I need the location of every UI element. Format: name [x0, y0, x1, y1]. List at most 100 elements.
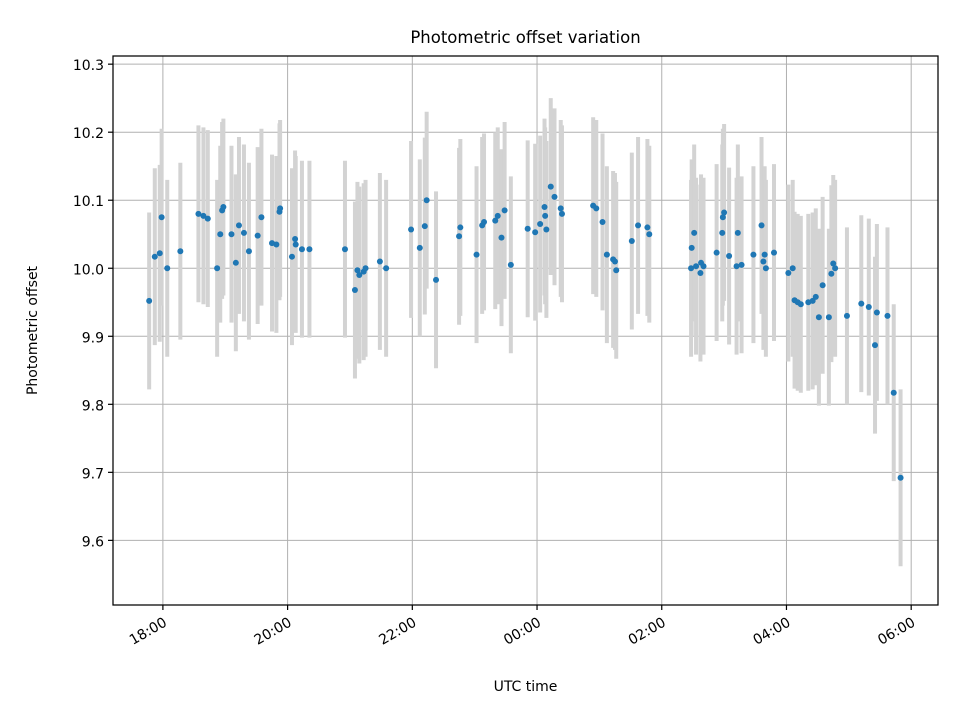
- data-point: [306, 246, 313, 253]
- data-point: [593, 205, 600, 212]
- data-point: [473, 251, 480, 258]
- data-point: [214, 265, 221, 272]
- data-point: [507, 261, 514, 268]
- data-point: [721, 209, 728, 216]
- y-tick-label: 10.3: [73, 58, 104, 74]
- data-point: [557, 205, 564, 212]
- data-point: [760, 258, 767, 265]
- data-point: [719, 229, 726, 236]
- data-point: [897, 474, 904, 481]
- data-point: [158, 214, 165, 221]
- data-point: [245, 248, 252, 255]
- data-point: [288, 253, 295, 260]
- data-point: [151, 253, 158, 260]
- data-point: [498, 234, 505, 241]
- data-point: [195, 210, 202, 217]
- data-point: [819, 282, 826, 289]
- data-point: [551, 193, 558, 200]
- data-point: [421, 223, 428, 230]
- data-point: [351, 287, 358, 294]
- plot-area-frame: [112, 55, 939, 606]
- data-point: [613, 267, 620, 274]
- data-point: [277, 205, 284, 212]
- data-point: [177, 248, 184, 255]
- data-point: [830, 260, 837, 267]
- data-point: [217, 231, 224, 238]
- data-point: [354, 267, 361, 274]
- data-point: [825, 314, 832, 321]
- y-tick-label: 9.8: [82, 398, 104, 414]
- data-point: [362, 265, 369, 272]
- y-tick-label: 9.9: [82, 330, 104, 346]
- data-point: [812, 293, 819, 300]
- data-point: [423, 197, 430, 204]
- data-point: [541, 204, 548, 211]
- data-point: [433, 276, 440, 283]
- data-point: [156, 250, 163, 257]
- data-point: [789, 265, 796, 272]
- data-point: [146, 297, 153, 304]
- data-point: [220, 204, 227, 211]
- data-point: [228, 231, 235, 238]
- data-point: [646, 231, 653, 238]
- data-point: [693, 263, 700, 270]
- data-point: [691, 229, 698, 236]
- data-point: [383, 265, 390, 272]
- data-point: [733, 263, 740, 270]
- data-point: [762, 265, 769, 272]
- y-tick-label: 10.1: [73, 194, 104, 210]
- data-point: [611, 258, 618, 265]
- data-point: [501, 207, 508, 214]
- data-point: [164, 265, 171, 272]
- x-axis-label: UTC time: [494, 679, 558, 695]
- data-point: [240, 229, 247, 236]
- data-point: [713, 249, 720, 256]
- data-point: [843, 312, 850, 319]
- data-point: [558, 210, 565, 217]
- data-point: [809, 297, 816, 304]
- data-point: [700, 263, 707, 270]
- data-point: [492, 217, 499, 224]
- data-point: [688, 244, 695, 251]
- data-point: [599, 218, 606, 225]
- data-point: [532, 229, 539, 236]
- data-point: [635, 222, 642, 229]
- data-point: [697, 270, 704, 277]
- data-point: [356, 272, 363, 279]
- data-point: [481, 218, 488, 225]
- data-point: [204, 215, 211, 222]
- data-point: [254, 232, 261, 239]
- y-tick-label: 10.2: [73, 126, 104, 142]
- data-point: [494, 212, 501, 219]
- data-point: [761, 251, 768, 258]
- data-point: [235, 222, 242, 229]
- data-point: [537, 221, 544, 228]
- data-point: [292, 236, 299, 242]
- data-point: [542, 212, 549, 219]
- y-tick-label: 9.7: [82, 466, 104, 482]
- data-point: [292, 241, 299, 248]
- data-point: [815, 314, 822, 321]
- y-tick-label: 9.6: [82, 534, 104, 550]
- data-point: [416, 244, 423, 251]
- data-point: [719, 214, 726, 221]
- data-points: [146, 183, 904, 481]
- data-point: [628, 238, 635, 245]
- y-axis-label: Photometric offset: [25, 265, 41, 395]
- data-point: [644, 224, 651, 231]
- data-point: [734, 229, 741, 236]
- data-point: [547, 183, 554, 190]
- data-point: [738, 261, 745, 268]
- data-point: [750, 251, 757, 258]
- data-point: [785, 270, 792, 277]
- chart-title: Photometric offset variation: [410, 28, 640, 47]
- data-point: [543, 226, 550, 233]
- data-point: [232, 259, 239, 266]
- data-point: [376, 258, 383, 265]
- data-point: [408, 226, 415, 233]
- data-point: [603, 251, 610, 258]
- data-point: [797, 301, 804, 308]
- data-point: [273, 241, 280, 248]
